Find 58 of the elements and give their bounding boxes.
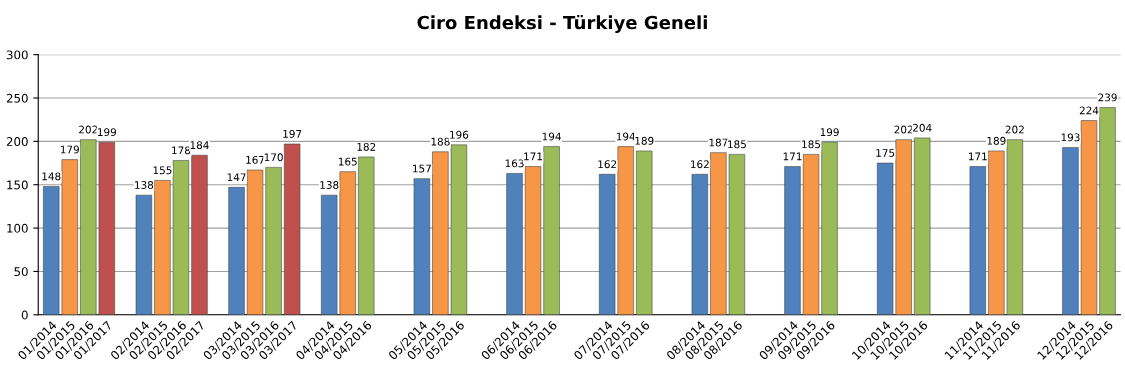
bar [358,156,375,315]
data-label: 165 [338,157,357,166]
chart-title: Ciro Endeksi - Türkiye Geneli [417,15,707,33]
data-label: 199 [820,128,839,137]
bar [969,166,986,315]
data-label: 147 [227,173,246,181]
y-tick-label: 200 [6,137,28,147]
data-label: 189 [635,136,654,145]
data-label: 157 [413,164,431,173]
data-label: 171 [969,152,987,161]
data-label: 184 [190,141,209,150]
data-label: 138 [135,181,154,189]
data-label: 193 [1061,133,1080,142]
data-label: 182 [357,142,376,151]
data-label: 202 [79,125,98,134]
data-label: 188 [431,137,450,146]
bar [506,173,523,315]
data-label: 178 [172,146,191,155]
y-tick-label: 150 [7,180,28,190]
data-label: 162 [691,160,709,169]
data-label: 202 [1005,125,1024,134]
data-label: 171 [524,152,543,161]
data-label: 171 [783,152,802,161]
bar [413,178,431,315]
data-label: 224 [1079,106,1099,115]
y-tick-label: 50 [14,267,28,277]
data-label: 204 [913,123,932,132]
data-label: 239 [1098,93,1117,102]
data-label: 179 [60,145,79,154]
data-label: 163 [505,159,524,168]
data-label: 155 [153,166,172,175]
data-label: 196 [450,130,469,139]
y-tick-label: 250 [6,93,28,103]
y-tick-label: 100 [7,223,28,233]
bar [191,154,208,315]
data-label: 189 [987,136,1006,145]
bar [914,137,931,315]
data-label: 167 [246,155,265,164]
data-label: 187 [709,138,728,147]
y-tick-label: 300 [6,50,28,60]
data-label: 170 [264,153,283,162]
data-label: 197 [283,129,302,138]
bar [691,174,708,315]
y-tick-label: 0 [21,310,28,320]
data-label: 194 [542,132,561,141]
data-label: 148 [42,172,61,181]
bar [636,150,653,315]
data-label: 175 [876,149,895,157]
data-label: 194 [616,132,636,141]
bar [283,143,301,315]
data-label: 185 [802,140,821,149]
data-label: 202 [894,125,913,134]
data-label: 138 [320,181,339,189]
data-label: 199 [98,128,117,137]
data-label: 185 [728,140,746,149]
bar [228,187,245,315]
data-label: 162 [598,160,617,169]
bar [135,194,153,315]
